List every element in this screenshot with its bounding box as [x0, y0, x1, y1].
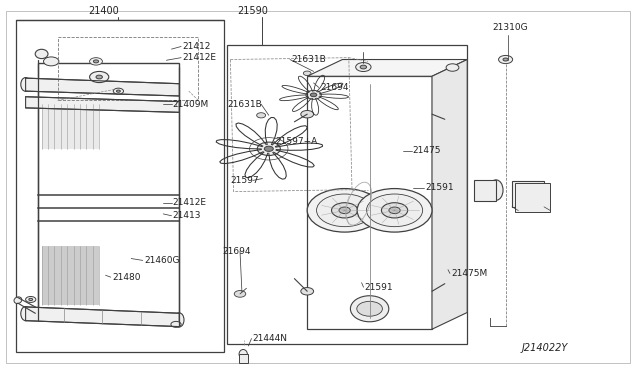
- Circle shape: [306, 90, 321, 99]
- Circle shape: [301, 288, 314, 295]
- Circle shape: [503, 58, 508, 61]
- Ellipse shape: [20, 78, 31, 92]
- Circle shape: [339, 207, 350, 214]
- Ellipse shape: [14, 297, 22, 304]
- Circle shape: [303, 71, 311, 76]
- Text: 21310G: 21310G: [493, 23, 529, 32]
- Text: 21412E: 21412E: [182, 53, 216, 62]
- Circle shape: [264, 146, 273, 151]
- Bar: [474, 180, 496, 201]
- Circle shape: [257, 142, 280, 155]
- Circle shape: [29, 298, 33, 301]
- Circle shape: [96, 75, 102, 79]
- Text: 21597: 21597: [230, 176, 259, 185]
- Bar: [515, 183, 550, 212]
- Text: 21591: 21591: [426, 183, 454, 192]
- Circle shape: [317, 194, 372, 227]
- Text: 21460G: 21460G: [144, 256, 179, 265]
- Ellipse shape: [489, 180, 503, 200]
- Bar: [239, 354, 248, 363]
- Text: 21409M: 21409M: [173, 100, 209, 109]
- Polygon shape: [26, 307, 179, 327]
- Circle shape: [116, 90, 120, 92]
- Bar: [512, 181, 544, 207]
- Circle shape: [446, 64, 459, 71]
- Circle shape: [234, 291, 246, 297]
- Circle shape: [257, 113, 266, 118]
- Polygon shape: [26, 78, 179, 96]
- Text: 21631B: 21631B: [291, 55, 326, 64]
- Circle shape: [301, 110, 314, 118]
- Ellipse shape: [35, 49, 48, 58]
- Circle shape: [90, 71, 109, 83]
- Ellipse shape: [174, 313, 184, 327]
- Ellipse shape: [239, 350, 248, 359]
- Circle shape: [93, 60, 99, 63]
- Text: 21591: 21591: [365, 283, 394, 292]
- Text: 21412E: 21412E: [173, 198, 207, 207]
- Ellipse shape: [351, 296, 389, 322]
- Bar: [58, 37, 198, 100]
- Text: 21597+A: 21597+A: [275, 137, 317, 146]
- Circle shape: [90, 58, 102, 65]
- Text: J214022Y: J214022Y: [522, 343, 568, 353]
- Text: 21480: 21480: [112, 273, 141, 282]
- Text: 21444N: 21444N: [253, 334, 288, 343]
- Circle shape: [357, 189, 432, 232]
- Bar: [307, 76, 432, 329]
- Bar: [38, 63, 179, 320]
- Polygon shape: [307, 60, 467, 76]
- Circle shape: [360, 65, 367, 69]
- Text: 21412: 21412: [182, 42, 211, 51]
- Text: 21631B: 21631B: [227, 100, 262, 109]
- Circle shape: [307, 189, 382, 232]
- Circle shape: [113, 88, 124, 94]
- Text: 21694: 21694: [320, 83, 349, 92]
- Text: 21475: 21475: [413, 146, 442, 155]
- Circle shape: [367, 194, 422, 227]
- Text: 21400: 21400: [88, 6, 119, 16]
- Circle shape: [44, 57, 59, 66]
- Bar: [16, 20, 224, 352]
- Polygon shape: [26, 97, 179, 112]
- Circle shape: [499, 55, 513, 64]
- Ellipse shape: [20, 307, 31, 321]
- Circle shape: [310, 93, 317, 97]
- Circle shape: [357, 301, 383, 316]
- Circle shape: [381, 203, 408, 218]
- Circle shape: [332, 203, 358, 218]
- Text: 21413: 21413: [173, 211, 202, 220]
- Text: 21590: 21590: [237, 6, 268, 16]
- Circle shape: [389, 207, 400, 214]
- Bar: [227, 45, 467, 344]
- Text: 21475M: 21475M: [451, 269, 488, 278]
- Circle shape: [26, 296, 36, 302]
- Polygon shape: [432, 60, 467, 329]
- Circle shape: [356, 62, 371, 71]
- Circle shape: [171, 321, 181, 327]
- Text: 21694: 21694: [223, 247, 252, 256]
